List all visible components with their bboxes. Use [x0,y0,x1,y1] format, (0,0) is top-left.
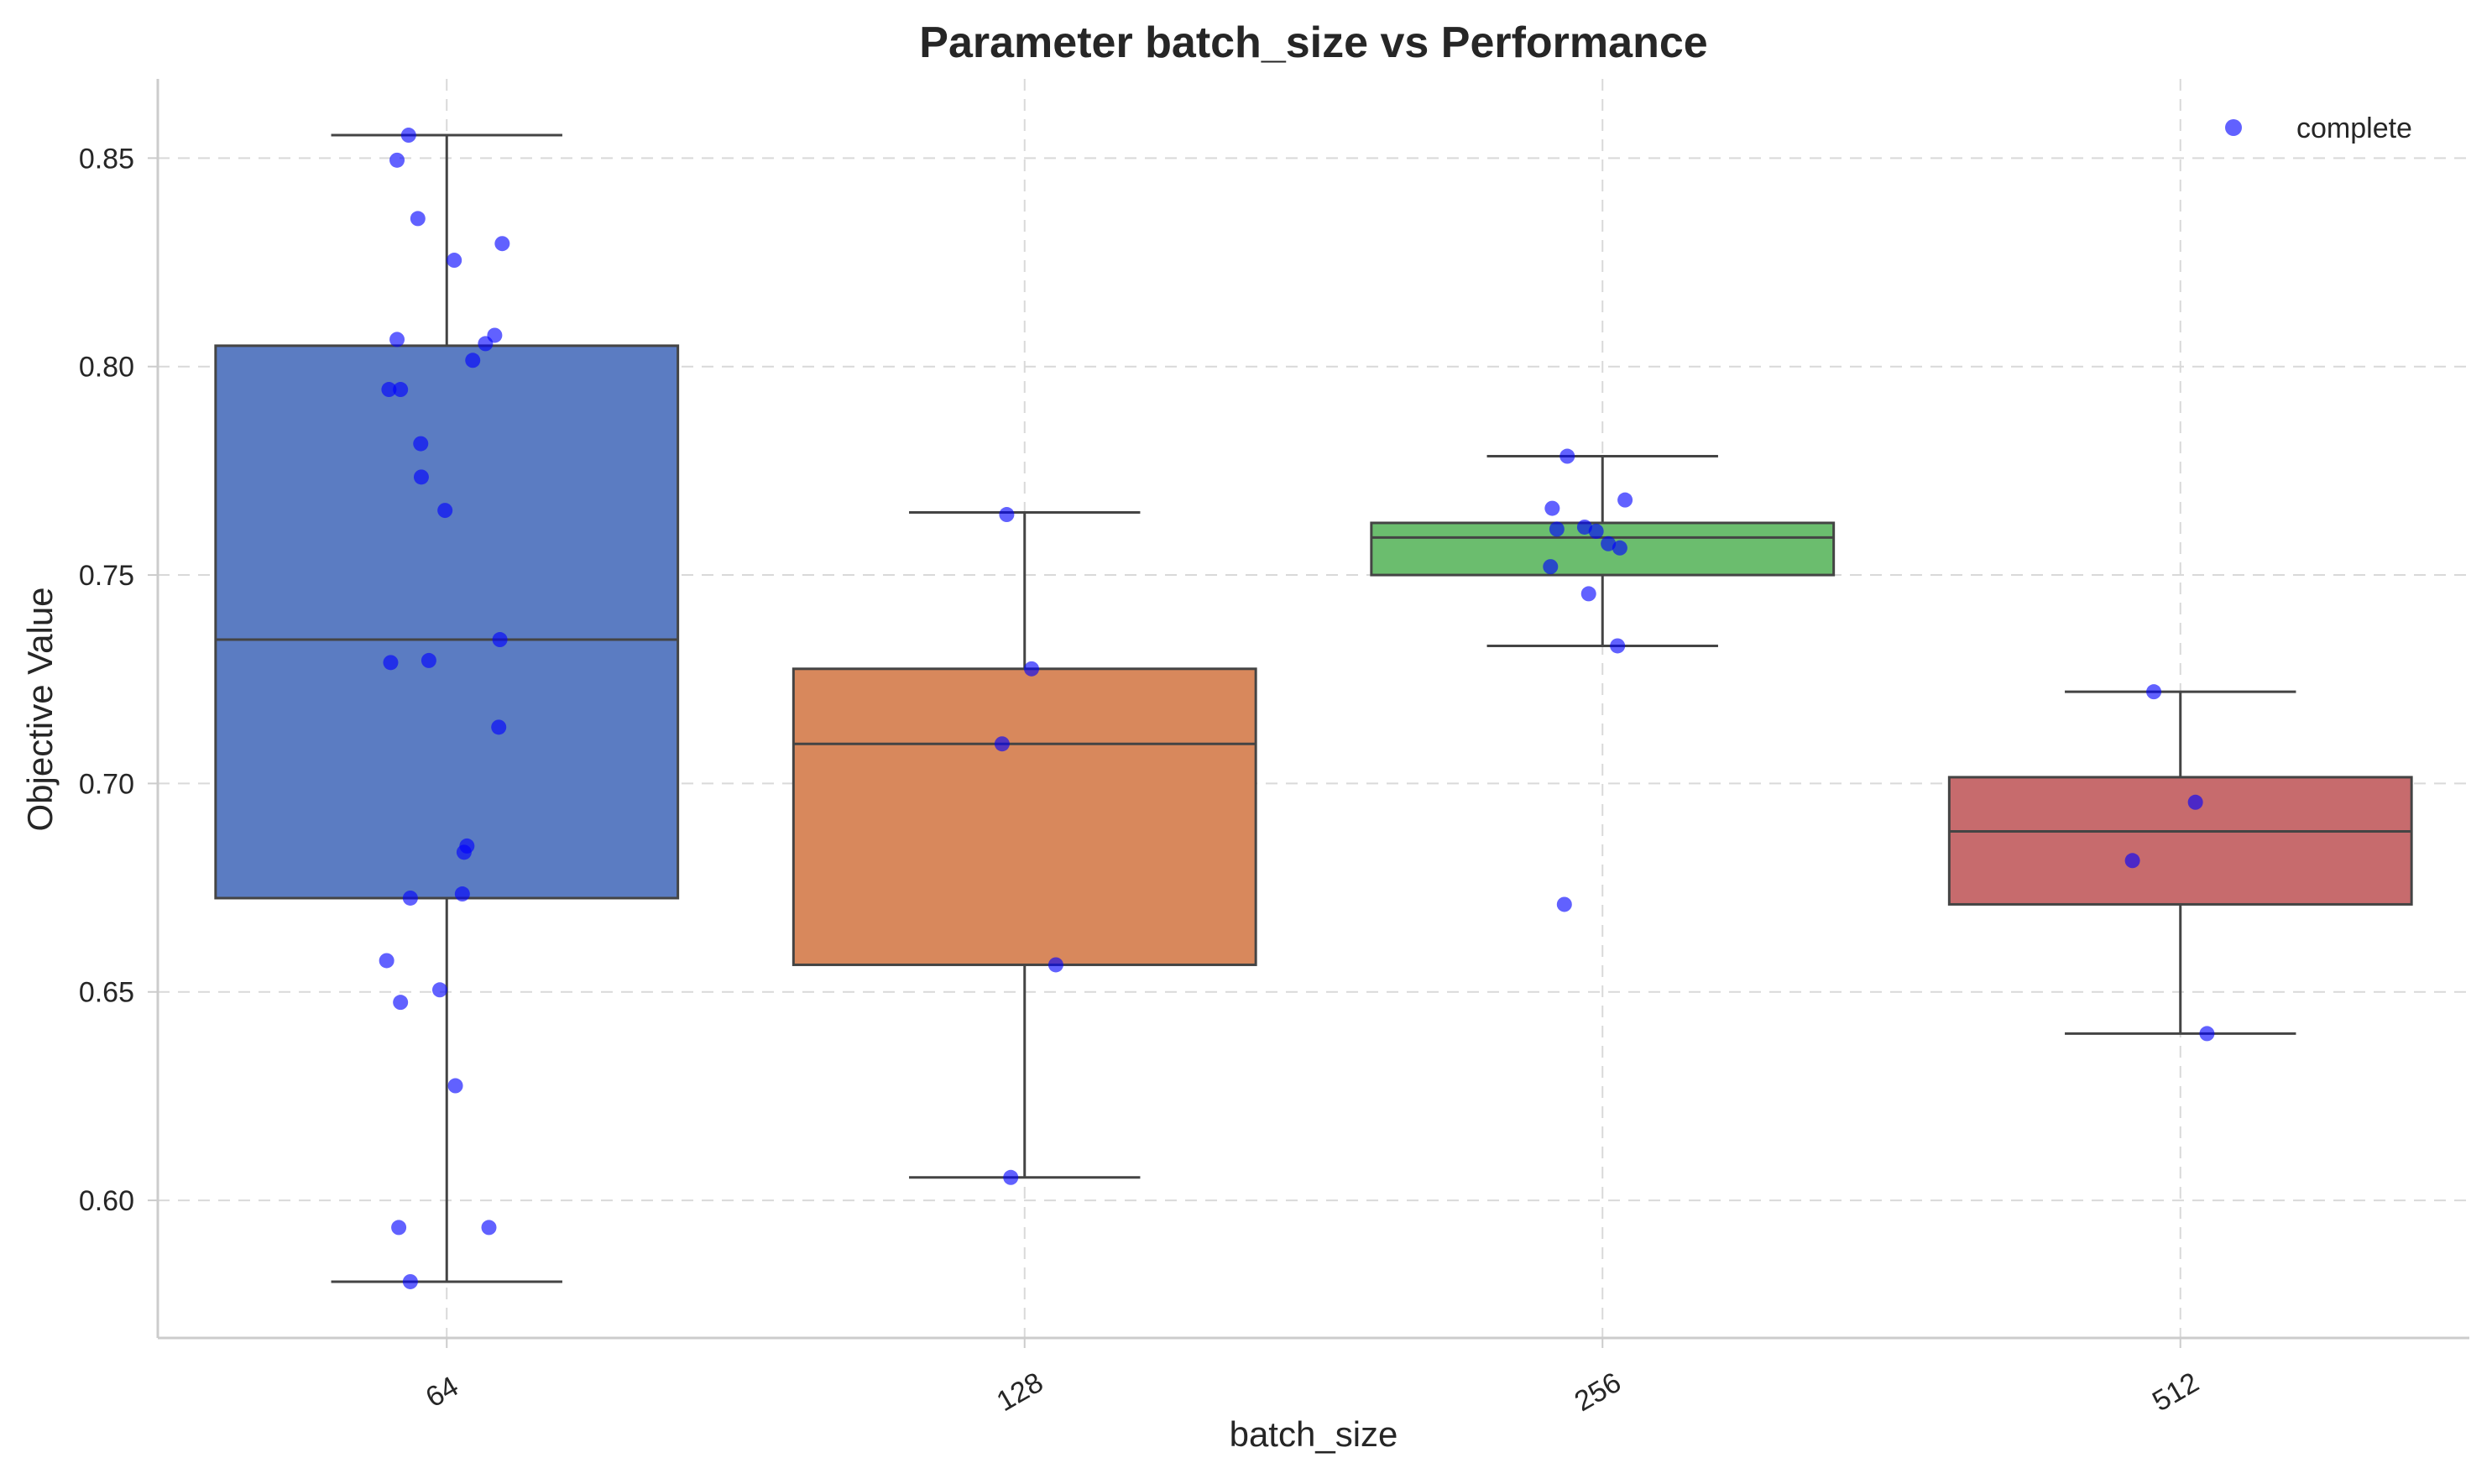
data-point-64-14 [383,655,399,671]
data-point-64-3 [447,253,462,269]
data-point-128-33 [1003,1169,1019,1185]
data-point-256-36 [1617,492,1633,508]
data-point-64-13 [437,503,453,519]
data-point-64-23 [393,995,409,1011]
data-point-64-24 [431,982,447,998]
data-point-128-29 [999,507,1015,523]
data-point-64-10 [393,382,409,398]
data-point-64-19 [456,844,472,860]
data-point-512-49 [2199,1026,2215,1042]
data-point-256-43 [1580,586,1596,602]
y-tick-label: 0.70 [79,768,134,800]
point-layer [379,128,2215,1289]
data-point-64-0 [400,128,416,144]
data-point-64-2 [410,211,426,227]
data-point-256-38 [1576,519,1592,535]
data-point-64-21 [454,886,470,902]
data-point-64-11 [413,436,429,452]
data-point-256-35 [1544,500,1560,516]
y-tick-label: 0.75 [79,560,134,592]
data-point-256-34 [1559,448,1575,464]
data-point-128-30 [1024,661,1040,677]
data-point-64-15 [421,652,436,668]
data-point-256-44 [1610,638,1626,654]
box-64 [214,344,680,900]
data-point-64-17 [491,719,507,735]
data-point-64-7 [478,336,494,352]
y-axis-label: Objective Value [20,587,60,831]
legend-marker-complete [2225,119,2242,136]
y-tick-label: 0.80 [79,352,134,384]
data-point-128-31 [994,736,1010,752]
legend: complete [2225,112,2412,144]
data-point-64-27 [481,1220,497,1236]
data-point-64-1 [389,152,405,168]
legend-label-complete: complete [2296,112,2412,144]
data-point-256-39 [1588,523,1604,539]
data-point-64-9 [381,382,397,398]
data-point-64-20 [402,890,418,906]
data-point-256-40 [1601,536,1617,551]
box-layer [214,133,2413,1283]
data-point-64-12 [413,469,429,485]
data-point-512-47 [2187,794,2203,810]
data-point-64-25 [447,1078,463,1094]
data-point-512-46 [2146,684,2162,700]
data-point-64-4 [494,236,510,252]
data-point-128-32 [1047,957,1063,973]
y-tick-label: 0.60 [79,1185,134,1217]
data-point-64-8 [465,353,481,368]
y-tick-label: 0.85 [79,143,134,175]
x-axis-label: batch_size [1230,1414,1398,1454]
data-point-256-45 [1556,896,1572,912]
data-point-512-48 [2124,853,2140,869]
chart-title: Parameter batch_size vs Performance [919,18,1707,67]
data-point-64-16 [492,632,508,648]
data-point-256-41 [1612,540,1627,556]
box-128 [791,667,1257,966]
data-point-64-26 [391,1220,407,1236]
data-point-64-28 [402,1273,418,1289]
data-point-256-37 [1549,521,1565,537]
data-point-256-42 [1543,559,1559,575]
data-point-64-22 [379,953,394,969]
y-tick-label: 0.65 [79,977,134,1009]
data-point-64-5 [389,332,405,347]
box-512 [1947,776,2413,906]
